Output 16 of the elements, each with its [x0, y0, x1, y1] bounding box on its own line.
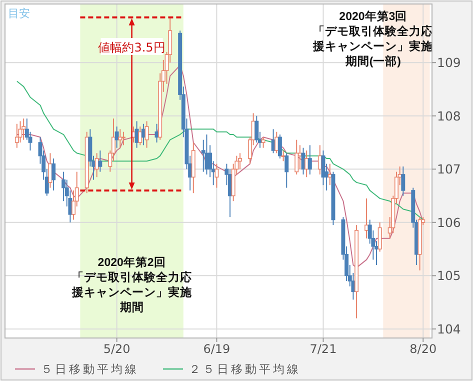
y-tick-label: 109	[437, 55, 461, 70]
annotation: 目安	[8, 7, 30, 20]
x-tick-label: 7/21	[310, 342, 337, 356]
annotation: 値幅約3.5円	[98, 40, 166, 54]
y-tick-label: 107	[437, 162, 461, 177]
band-label: 2020年第3回「デモ取引体験全力応援キャンペーン」実施期間(一部)	[312, 9, 434, 68]
legend-label: ５日移動平均線	[41, 362, 139, 376]
x-tick-label: 6/19	[203, 342, 230, 356]
band-label: 2020年第2回「デモ取引体験全力応援キャンペーン」実施期間	[70, 255, 193, 314]
x-tick-label: 5/20	[103, 342, 130, 356]
y-tick-label: 104	[437, 321, 461, 336]
y-tick-label: 105	[437, 268, 461, 284]
y-tick-label: 108	[437, 108, 461, 124]
y-tick-label: 106	[437, 214, 461, 230]
legend-label: ２５日移動平均線	[189, 362, 301, 376]
x-tick-label: 8/20	[410, 342, 437, 356]
